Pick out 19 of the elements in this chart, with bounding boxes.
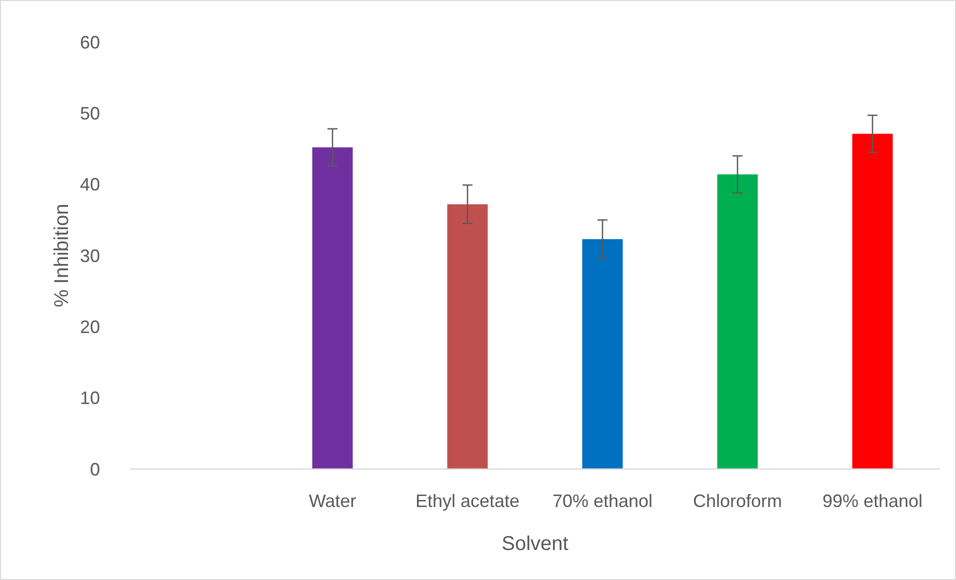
bar [312,147,353,469]
x-tick-label: 70% ethanol [552,491,653,511]
x-tick-label: Water [308,491,356,511]
bar [447,204,488,469]
y-tick-label: 20 [80,316,100,337]
bar [582,239,623,469]
y-tick-label: 50 [80,103,100,124]
y-tick-label: 40 [80,174,100,195]
y-tick-label: 10 [80,388,100,408]
y-tick-label: 60 [80,32,100,52]
x-axis-title: Solvent [502,533,569,555]
y-tick-label: 0 [90,459,100,480]
x-tick-label: Chloroform [692,491,782,511]
x-tick-label: 99% ethanol [822,491,923,511]
y-tick-label: 30 [80,246,100,266]
bar [852,134,893,469]
x-tick-label: Ethyl acetate [415,491,520,511]
bar [717,174,758,469]
y-axis-title: % Inhibition [51,204,73,308]
